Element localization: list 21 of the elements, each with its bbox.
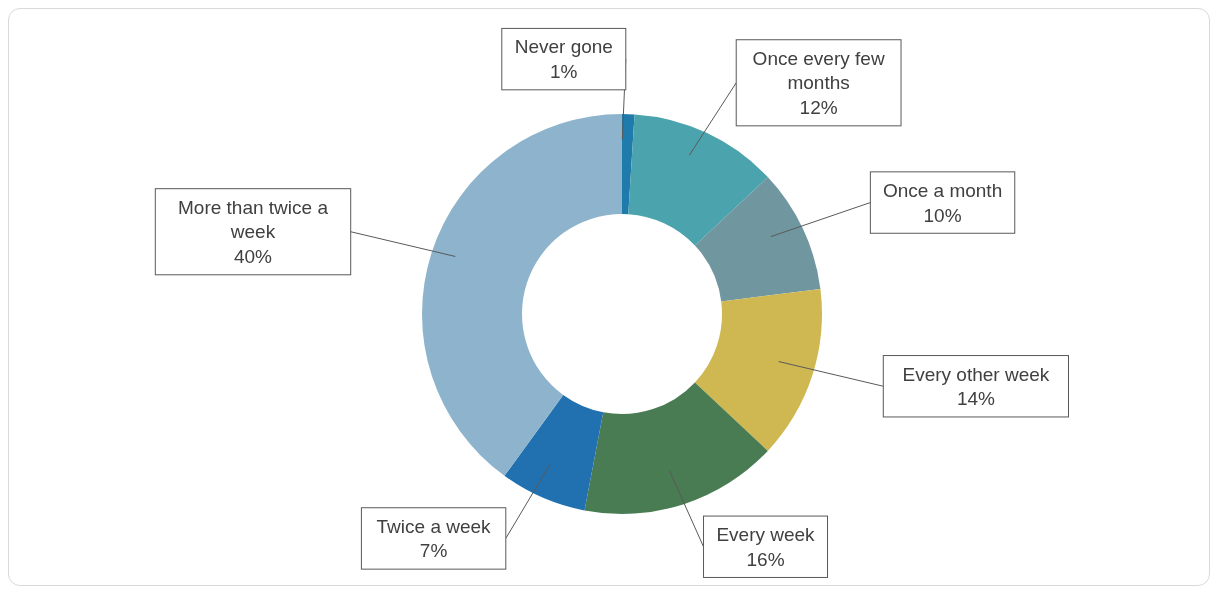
donut-slice xyxy=(584,382,768,514)
slice-label: Never gone xyxy=(514,36,613,58)
data-label: 14% xyxy=(956,388,996,410)
data-label: 7% xyxy=(419,540,448,562)
donut-slice xyxy=(694,177,821,302)
donut-slice xyxy=(422,114,622,476)
slice-label: Twice a week xyxy=(376,515,492,537)
slice-label: More than twice a week xyxy=(178,196,329,243)
donut-slice xyxy=(622,114,635,215)
data-label: 1% xyxy=(550,61,578,83)
data-label: 12% xyxy=(799,97,838,119)
donut-slice xyxy=(694,288,822,451)
slice-label: Every other week xyxy=(902,363,1050,385)
slice-label: Once a month xyxy=(882,179,1003,201)
slice-label: Every week xyxy=(716,524,816,546)
donut-slice xyxy=(628,114,768,246)
data-label: 40% xyxy=(233,246,273,268)
slice-label: Once every few months xyxy=(752,47,885,94)
donut-slice xyxy=(504,394,604,511)
data-label: 10% xyxy=(923,204,962,226)
data-label: 16% xyxy=(746,548,785,570)
